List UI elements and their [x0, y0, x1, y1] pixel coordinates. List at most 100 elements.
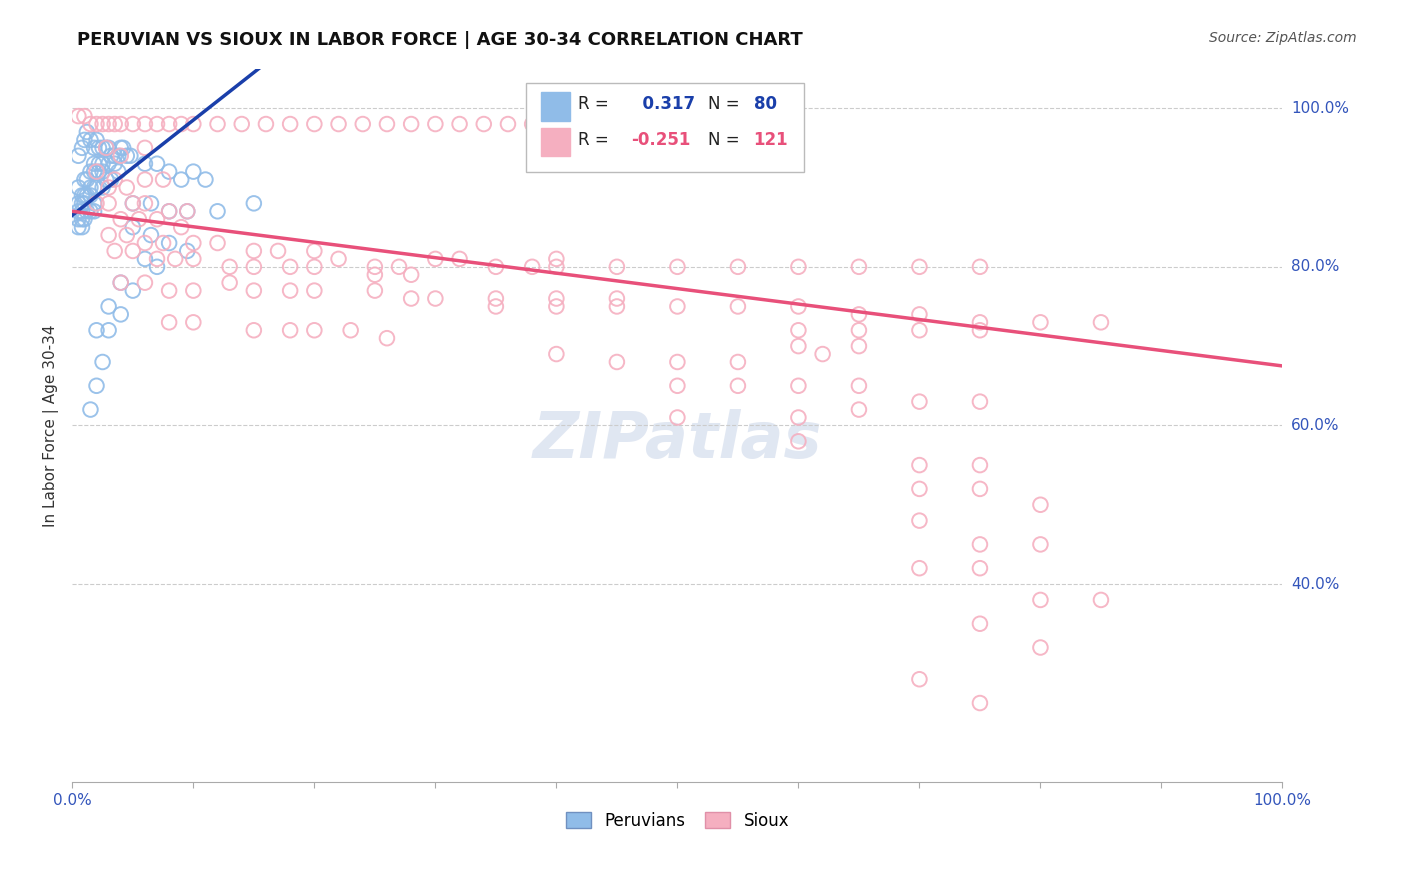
Point	[96, 141, 118, 155]
Point	[97, 300, 120, 314]
Point	[152, 235, 174, 250]
Point	[388, 260, 411, 274]
Point	[157, 284, 180, 298]
Text: 80.0%: 80.0%	[1291, 260, 1339, 275]
Point	[146, 252, 169, 266]
Point	[546, 347, 568, 361]
Point	[91, 180, 114, 194]
Point	[207, 204, 229, 219]
Point	[425, 117, 447, 131]
Point	[908, 458, 931, 472]
Point	[194, 172, 217, 186]
Point	[243, 196, 266, 211]
Point	[207, 235, 229, 250]
Point	[91, 355, 114, 369]
Point	[787, 323, 810, 337]
Point	[97, 323, 120, 337]
Point	[87, 141, 110, 155]
Point	[485, 300, 508, 314]
Point	[666, 378, 689, 392]
Point	[546, 260, 568, 274]
Text: 40.0%: 40.0%	[1291, 576, 1339, 591]
Point	[304, 284, 326, 298]
Text: R =: R =	[578, 131, 614, 149]
Point	[121, 284, 143, 298]
Point	[1029, 640, 1052, 655]
Point	[70, 220, 93, 235]
Point	[606, 260, 628, 274]
Point	[375, 117, 398, 131]
Point	[399, 117, 422, 131]
Point	[146, 157, 169, 171]
Point	[1029, 498, 1052, 512]
Point	[134, 235, 156, 250]
Point	[727, 260, 749, 274]
Point	[267, 244, 290, 258]
Point	[97, 117, 120, 131]
Point	[606, 355, 628, 369]
Point	[969, 561, 991, 575]
Point	[522, 117, 544, 131]
Point	[304, 117, 326, 131]
Point	[787, 434, 810, 449]
Point	[485, 260, 508, 274]
Point	[107, 149, 129, 163]
Point	[86, 196, 108, 211]
Point	[120, 149, 142, 163]
Point	[83, 141, 105, 155]
Point	[183, 117, 205, 131]
Point	[67, 149, 90, 163]
Point	[908, 514, 931, 528]
Point	[70, 196, 93, 211]
Point	[70, 141, 93, 155]
Point	[115, 180, 138, 194]
Point	[727, 355, 749, 369]
Point	[121, 244, 143, 258]
Point	[79, 133, 101, 147]
Point	[139, 196, 162, 211]
Point	[522, 260, 544, 274]
Point	[1090, 593, 1112, 607]
Point	[157, 204, 180, 219]
Point	[73, 133, 96, 147]
Point	[70, 204, 93, 219]
Point	[87, 164, 110, 178]
Point	[183, 164, 205, 178]
Point	[666, 260, 689, 274]
Point	[134, 172, 156, 186]
Point	[86, 378, 108, 392]
Point	[472, 117, 495, 131]
Point	[70, 188, 93, 202]
Point	[112, 141, 135, 155]
Point	[231, 117, 253, 131]
Point	[157, 204, 180, 219]
Point	[218, 260, 240, 274]
Point	[70, 212, 93, 227]
Point	[100, 172, 122, 186]
Point	[146, 260, 169, 274]
Point	[121, 196, 143, 211]
Point	[110, 149, 132, 163]
Point	[91, 157, 114, 171]
Point	[110, 117, 132, 131]
Point	[91, 117, 114, 131]
Point	[787, 339, 810, 353]
Point	[546, 292, 568, 306]
Point	[1029, 593, 1052, 607]
Point	[908, 307, 931, 321]
Point	[134, 157, 156, 171]
Point	[73, 196, 96, 211]
Point	[83, 204, 105, 219]
Point	[969, 458, 991, 472]
Point	[146, 212, 169, 227]
Point	[727, 378, 749, 392]
Point	[969, 482, 991, 496]
Point	[176, 244, 198, 258]
Point	[339, 323, 361, 337]
Point	[546, 252, 568, 266]
Point	[165, 252, 187, 266]
Point	[278, 284, 301, 298]
Point	[121, 117, 143, 131]
Point	[183, 235, 205, 250]
Point	[76, 125, 98, 139]
